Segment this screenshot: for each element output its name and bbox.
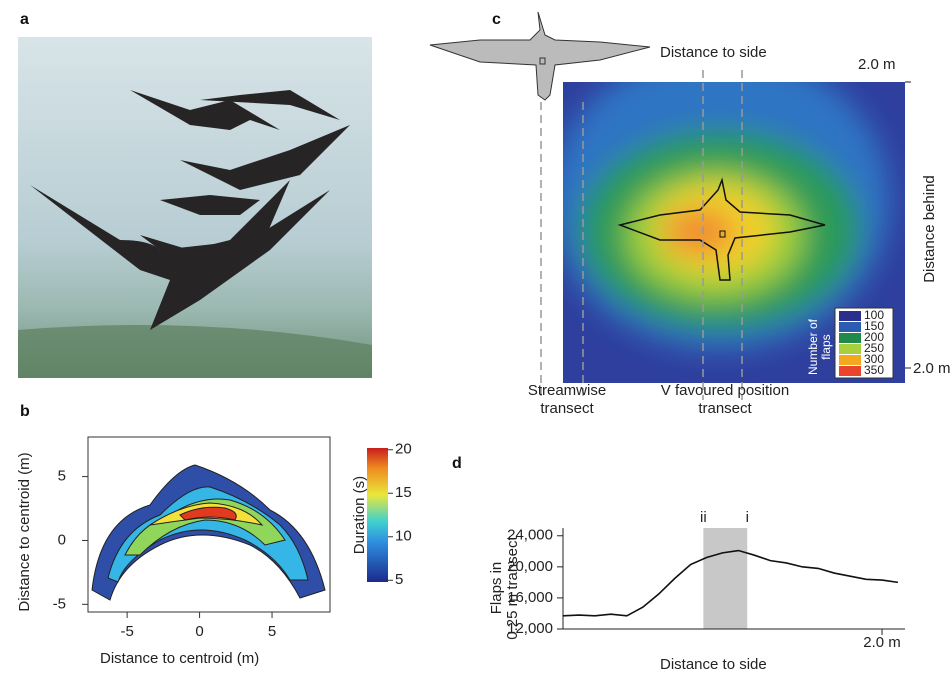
band-label: i xyxy=(746,509,749,526)
colorbar xyxy=(367,448,388,582)
y-tick-label: 0 xyxy=(58,531,66,548)
band-label: ii xyxy=(700,509,707,526)
colorbar-tick-label: 10 xyxy=(395,528,412,545)
x-axis-label: Distance to side xyxy=(660,656,767,674)
y-tick-label: 5 xyxy=(58,468,66,485)
x-tick-label: -5 xyxy=(120,623,133,640)
legend-swatch xyxy=(839,366,861,376)
panel-label: a xyxy=(20,11,29,29)
colorbar-tick-label: 5 xyxy=(395,571,403,588)
highlight-band xyxy=(703,528,747,629)
y-tick-label: -5 xyxy=(53,595,66,612)
legend-swatch xyxy=(839,355,861,365)
legend-swatch xyxy=(839,311,861,321)
x-tick-label: 5 xyxy=(268,623,276,640)
photo xyxy=(18,37,372,378)
y-axis-label: Distance to centroid (m) xyxy=(16,437,34,627)
legend-label: 350 xyxy=(864,363,884,377)
y-label-line: Flaps in xyxy=(488,562,505,615)
colorbar-tick-label: 15 xyxy=(395,484,412,501)
panel-label: d xyxy=(452,455,462,473)
legend-swatch xyxy=(839,333,861,343)
y-label-line: 0.25 m transect xyxy=(504,536,521,639)
legend-swatch xyxy=(839,322,861,332)
x-tick-label: 0 xyxy=(195,623,203,640)
legend-swatch xyxy=(839,344,861,354)
legend-title: Number of flaps xyxy=(807,312,833,382)
x-tick-label: 2.0 m xyxy=(863,634,901,651)
panel-label: b xyxy=(20,403,30,421)
axis-label: 2.0 m xyxy=(858,56,896,74)
colorbar-label: Duration (s) xyxy=(351,455,369,575)
x-axis-label: Distance to centroid (m) xyxy=(100,650,259,668)
axis-label: Distance to side xyxy=(660,44,767,62)
transect-label: V favoured position transect xyxy=(640,382,810,418)
axis-label: Distance behind xyxy=(921,164,939,294)
figure: -505-5055101520100150200250300350iii12,0… xyxy=(0,0,951,676)
transect-label: Streamwise transect xyxy=(512,382,622,418)
axis-label: 2.0 m xyxy=(913,360,951,378)
colorbar-tick-label: 20 xyxy=(395,441,412,458)
panel-label: c xyxy=(492,11,501,29)
contour-plot xyxy=(88,437,388,612)
